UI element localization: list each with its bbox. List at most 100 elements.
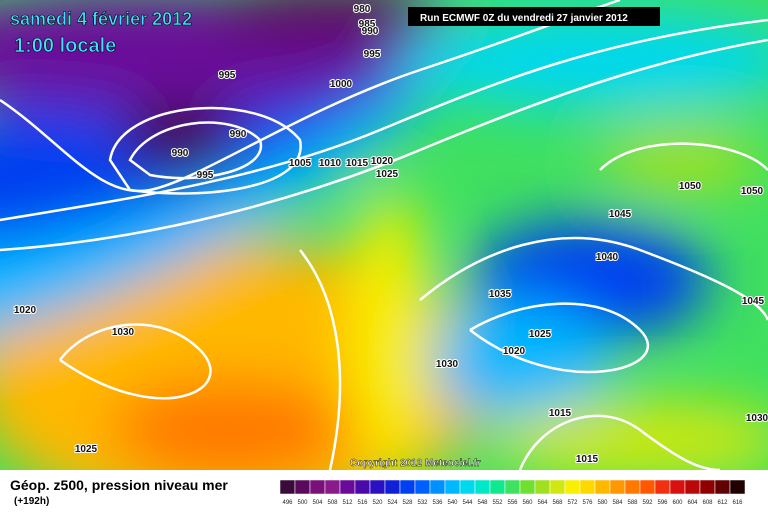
legend-swatch: [609, 479, 626, 495]
isobar-label: 990: [362, 26, 379, 37]
legend-swatch: [669, 479, 686, 495]
isobar-label: 1020: [503, 346, 526, 357]
legend-swatch: [684, 479, 701, 495]
legend-swatch: [549, 479, 566, 495]
legend-swatch: [294, 479, 311, 495]
isobar-label: 985: [359, 19, 376, 30]
isobar: [518, 414, 721, 472]
legend-swatch: [339, 479, 356, 495]
isobar-label: 990: [172, 148, 189, 159]
isobar-label: 1035: [489, 289, 512, 300]
legend-swatch: [504, 479, 521, 495]
legend-swatch: [729, 479, 746, 495]
legend-label: 612: [717, 500, 728, 506]
legend-label: 504: [312, 500, 323, 506]
isobar-label: 1015: [576, 454, 599, 465]
isobar: [599, 142, 768, 171]
legend-label: 576: [582, 500, 593, 506]
legend-swatch: [384, 479, 401, 495]
isobar: [0, 38, 768, 252]
isobar-label: 995: [197, 170, 214, 181]
legend-label: 536: [432, 500, 443, 506]
legend-label: 520: [372, 500, 383, 506]
legend-swatch: [624, 479, 641, 495]
legend-swatch: [564, 479, 581, 495]
isobar-label: 1020: [371, 156, 394, 167]
run-info: Run ECMWF 0Z du vendredi 27 janvier 2012: [420, 13, 628, 24]
isobar-label: 1030: [746, 413, 768, 424]
legend-label: 608: [702, 500, 713, 506]
isobar-label: 1020: [14, 305, 37, 316]
legend-label: 496: [282, 500, 293, 506]
isobar-label: 1045: [742, 296, 765, 307]
footer-title: Géop. z500, pression niveau mer: [10, 477, 228, 493]
legend-swatch: [699, 479, 716, 495]
legend-label: 524: [387, 500, 398, 506]
footer-lead: (+192h): [14, 496, 49, 507]
isobar-label: 1025: [376, 169, 399, 180]
isobar-label: 1050: [741, 186, 764, 197]
isobar-label: 1030: [112, 327, 135, 338]
legend-label: 560: [522, 500, 533, 506]
isobar-label: 1030: [436, 359, 459, 370]
isobar-label: 990: [230, 129, 247, 140]
legend-swatch: [579, 479, 596, 495]
legend-swatch: [714, 479, 731, 495]
isobar-label: 1000: [330, 79, 353, 90]
isobar: [469, 302, 649, 374]
map-date: samedi 4 février 2012: [10, 9, 192, 29]
legend-label: 500: [297, 500, 308, 506]
legend-label: 548: [477, 500, 488, 506]
legend-swatch: [369, 479, 386, 495]
isobar: [419, 236, 768, 321]
isobar: [59, 323, 212, 400]
isobar-label: 1005: [289, 158, 312, 169]
legend-swatch: [459, 479, 476, 495]
legend-label: 564: [537, 500, 548, 506]
legend-label: 544: [462, 500, 473, 506]
legend-swatch: [474, 479, 491, 495]
isobar-label: 980: [354, 4, 371, 15]
isobar-label: 1010: [319, 158, 342, 169]
isobar: [128, 121, 263, 180]
legend-swatch: [309, 479, 326, 495]
legend-swatch: [654, 479, 671, 495]
legend-label: 592: [642, 500, 653, 506]
legend-label: 556: [507, 500, 518, 506]
legend-label: 588: [627, 500, 638, 506]
isobar-label: 1045: [609, 209, 632, 220]
legend-swatch: [324, 479, 341, 495]
isobar-label: 1025: [75, 444, 98, 455]
isobar: [0, 0, 621, 193]
legend-swatch: [399, 479, 416, 495]
map-time: 1:00 locale: [14, 35, 116, 57]
legend-label: 604: [687, 500, 698, 506]
legend-label: 552: [492, 500, 503, 506]
legend-label: 540: [447, 500, 458, 506]
legend-label: 512: [342, 500, 353, 506]
legend-swatch: [444, 479, 461, 495]
isobar: [0, 18, 768, 222]
legend-swatch: [594, 479, 611, 495]
isobar-label: 995: [364, 49, 381, 60]
legend-swatch: [354, 479, 371, 495]
isobar-label: 995: [219, 70, 236, 81]
isobar: [108, 106, 302, 195]
legend-label: 528: [402, 500, 413, 506]
legend-label: 516: [357, 500, 368, 506]
isobar-label: 1015: [346, 158, 369, 169]
legend-swatch: [534, 479, 551, 495]
run-box: [408, 7, 660, 26]
legend-swatch: [429, 479, 446, 495]
legend-label: 568: [552, 500, 563, 506]
legend-swatch: [519, 479, 536, 495]
isobar-label: 1050: [679, 181, 702, 192]
isobar-label: 1040: [596, 252, 619, 263]
legend-swatch: [414, 479, 431, 495]
legend-label: 584: [612, 500, 623, 506]
isobar: [299, 249, 342, 471]
isobar-label: 1025: [529, 329, 552, 340]
copyright: Copyright 2012 Meteociel.fr: [350, 458, 481, 469]
legend-label: 600: [672, 500, 683, 506]
